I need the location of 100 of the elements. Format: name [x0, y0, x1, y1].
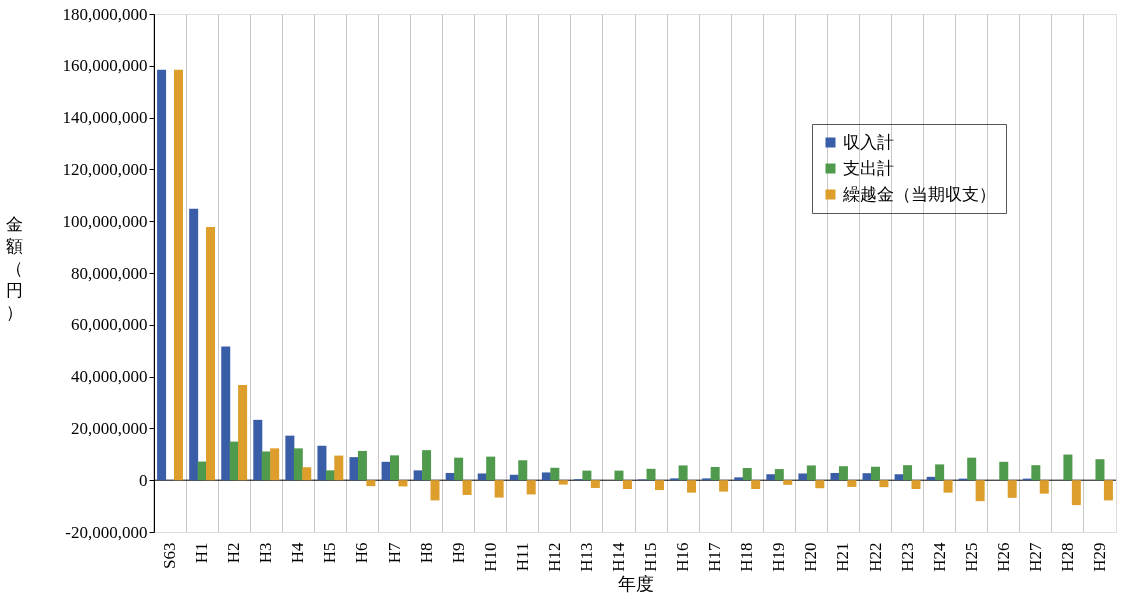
bar: [189, 208, 199, 481]
bar: [678, 465, 688, 481]
bar: [614, 470, 624, 481]
bar: [654, 480, 664, 491]
bar: [349, 457, 359, 481]
y-tick-label: 120,000,000: [62, 159, 148, 179]
bar: [798, 473, 808, 481]
x-tick-label: H1: [192, 542, 212, 564]
y-tick-label: 80,000,000: [71, 263, 148, 283]
bar: [494, 480, 504, 498]
bar: [270, 448, 280, 481]
bar: [879, 480, 889, 488]
x-tick-label: H4: [288, 542, 308, 564]
x-tick-label: H17: [705, 542, 725, 572]
bar: [317, 445, 327, 481]
bar: [526, 480, 536, 495]
x-tick-label: H29: [1089, 542, 1109, 572]
bar: [815, 480, 825, 489]
bar: [221, 346, 231, 481]
bar: [261, 451, 271, 481]
bar: [590, 480, 600, 488]
x-tick-label: H20: [801, 542, 821, 572]
y-tick-label: 140,000,000: [62, 108, 148, 128]
x-tick-label: H16: [673, 542, 693, 572]
y-tick-label: 20,000,000: [71, 418, 148, 438]
bar: [302, 467, 312, 481]
x-tick-label: H14: [608, 542, 628, 572]
bar: [830, 472, 840, 481]
bar: [486, 456, 496, 481]
bar: [1103, 480, 1113, 501]
bar: [734, 477, 744, 481]
x-tick-label: H19: [769, 542, 789, 572]
bar: [462, 480, 472, 495]
bar: [541, 472, 551, 481]
x-tick-label: H25: [961, 542, 981, 572]
bar: [751, 480, 761, 490]
x-tick-label: H23: [897, 542, 917, 572]
bar: [390, 455, 399, 481]
x-tick-label: H2: [224, 542, 244, 564]
x-tick-label: S63: [160, 542, 180, 569]
bar: [687, 480, 697, 493]
bar: [206, 226, 216, 481]
bar: [766, 474, 776, 481]
x-tick-label: H27: [1025, 542, 1045, 572]
x-tick-label: H6: [352, 542, 372, 564]
y-tick-label: 40,000,000: [71, 367, 148, 387]
bar: [975, 480, 985, 502]
bar: [398, 480, 408, 487]
bar: [622, 480, 632, 490]
y-tick-label: 60,000,000: [71, 315, 148, 335]
bar: [943, 480, 953, 493]
x-tick-label: H13: [576, 542, 596, 572]
x-tick-label: H3: [256, 542, 276, 564]
x-tick-label: H7: [384, 542, 404, 564]
bar: [582, 470, 592, 481]
legend-label: 繰越金（当期収支）: [842, 184, 996, 204]
legend-label: 収入計: [843, 132, 894, 152]
bar: [1007, 480, 1017, 498]
x-tick-label: H18: [737, 542, 757, 572]
y-tick-label: 0: [139, 470, 148, 490]
legend-label: 支出計: [843, 158, 894, 178]
bar: [710, 466, 720, 481]
bar: [806, 465, 816, 481]
bar: [1095, 459, 1105, 481]
y-tick-label: 100,000,000: [62, 211, 148, 231]
y-tick-label: -20,000,000: [65, 522, 148, 542]
bar: [285, 435, 295, 481]
bar: [173, 69, 183, 481]
bar: [935, 464, 945, 481]
bar: [238, 384, 248, 481]
x-tick-label: H21: [833, 542, 853, 572]
x-tick-label: H9: [448, 542, 468, 564]
x-tick-label: H22: [865, 542, 885, 572]
y-tick-label: 180,000,000: [62, 4, 148, 24]
bar: [550, 467, 560, 481]
bar: [477, 473, 487, 481]
x-tick-label: H15: [641, 542, 661, 572]
x-tick-label: H26: [993, 542, 1013, 572]
bar: [999, 461, 1009, 481]
bar: [774, 469, 784, 481]
bar: [646, 468, 656, 481]
bar: [1039, 480, 1049, 494]
bar: [1031, 465, 1041, 481]
bar: [293, 448, 303, 481]
bar: [157, 69, 167, 481]
bar: [903, 465, 913, 481]
bar: [422, 450, 432, 481]
bar: [454, 457, 464, 481]
bar: [871, 466, 880, 481]
bar: [253, 419, 263, 481]
bar: [413, 470, 423, 481]
y-axis-title: 金額（円）: [6, 214, 23, 322]
x-tick-label: H24: [929, 542, 949, 572]
bar: [1063, 454, 1073, 481]
bar: [911, 480, 921, 490]
y-tick-label: 160,000,000: [62, 56, 148, 76]
bar: [719, 480, 729, 492]
bar: [558, 480, 568, 485]
bar: [366, 480, 376, 487]
bar: [742, 468, 752, 481]
